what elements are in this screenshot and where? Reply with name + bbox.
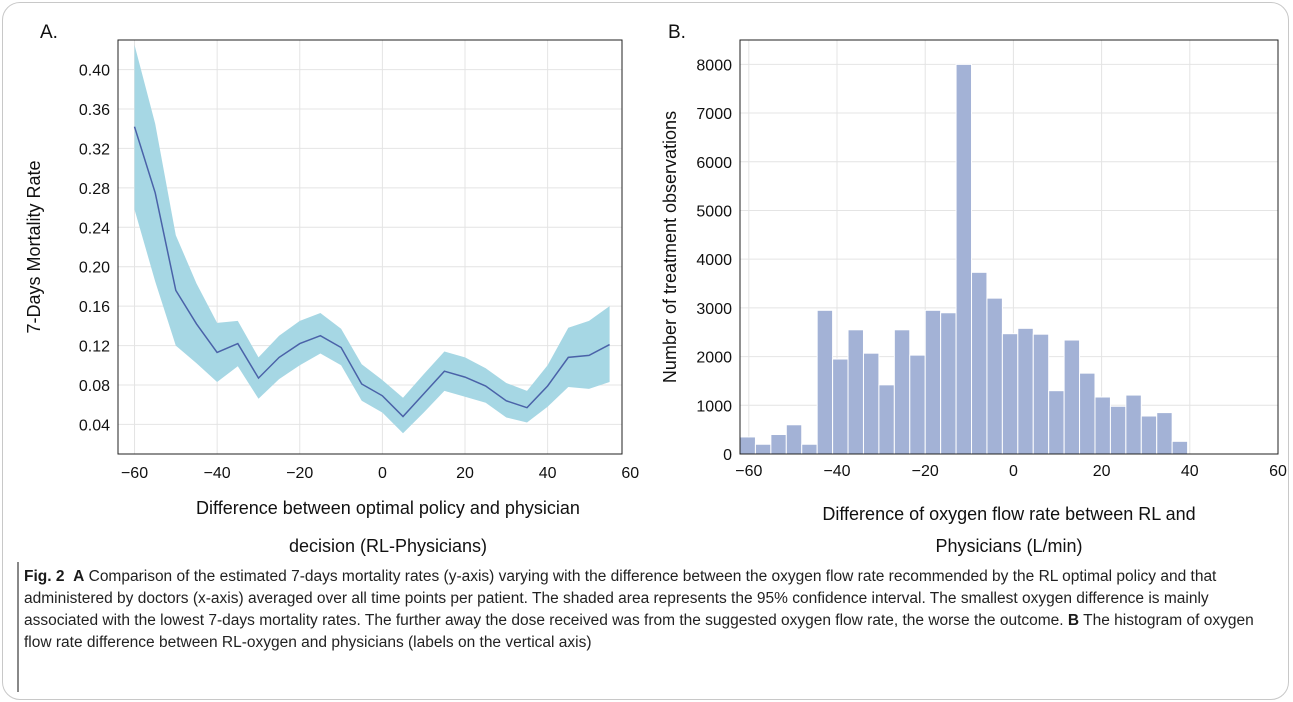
y-tick-label: 0.24 [79, 220, 110, 237]
y-tick-label: 0.40 [79, 63, 110, 80]
histogram-bar [801, 443, 818, 455]
x-tick-label: 40 [1181, 463, 1199, 480]
histogram-bar [1125, 394, 1142, 455]
x-tick-label: −60 [121, 465, 148, 482]
x-tick-label: −20 [286, 465, 313, 482]
x-tick-label: −20 [912, 463, 939, 480]
histogram-bar [770, 434, 787, 455]
histogram-bar [893, 329, 911, 455]
histogram-bar [1079, 372, 1096, 455]
histogram-bar [832, 358, 849, 455]
y-tick-label: 5000 [696, 203, 732, 220]
histogram-bar [847, 329, 864, 455]
x-axis-label: decision (RL-Physicians) [289, 536, 487, 556]
chart-a: −60 −40 −20 0 20 40 60 0.04 0.08 0.12 0.16 0.20 0.24… [24, 39, 639, 556]
histogram-bar [924, 309, 942, 455]
histogram-bar [739, 436, 756, 455]
histogram-bar [862, 352, 880, 455]
caption-rule [17, 562, 19, 692]
histogram-bar [754, 443, 772, 455]
histogram-bar [955, 63, 973, 455]
mortality-line [133, 126, 610, 418]
x-axis-label: Difference between optimal policy and ph… [196, 498, 580, 518]
histogram-bar [1171, 440, 1189, 455]
y-tick-label: 8000 [696, 57, 732, 74]
x-tick-label: 40 [539, 465, 557, 482]
x-tick-label: 0 [378, 465, 387, 482]
histogram-bar [816, 309, 834, 455]
y-tick-label: 0.28 [79, 181, 110, 198]
histogram-bar [1017, 327, 1034, 455]
histogram-bar [1140, 415, 1158, 455]
y-tick-label: 0 [723, 447, 732, 464]
histogram-bar [971, 271, 988, 455]
histogram-bar [785, 424, 803, 455]
x-tick-label: −40 [823, 463, 850, 480]
x-axis-label: Difference of oxygen flow rate between R… [822, 504, 1195, 524]
y-tick-label: 0.32 [79, 141, 110, 158]
x-tick-label: −40 [204, 465, 231, 482]
histogram-bar [1094, 396, 1111, 455]
y-tick-label: 2000 [696, 350, 732, 367]
histogram-bar [1032, 333, 1050, 455]
histogram-bar [909, 354, 926, 455]
plot-border [739, 39, 1279, 455]
histogram-bar [1001, 333, 1019, 455]
y-tick-label: 0.36 [79, 102, 110, 119]
histogram-bar [1063, 339, 1081, 455]
histogram-bar [1156, 412, 1173, 455]
y-tick-label: 0.08 [79, 378, 110, 395]
x-tick-label: 20 [456, 465, 474, 482]
caption-b-letter: B [1067, 612, 1080, 629]
caption-a-text: Comparison of the estimated 7-days morta… [24, 568, 1217, 629]
histogram-bar [1109, 405, 1127, 455]
y-tick-label: 0.04 [79, 417, 110, 434]
figure-caption: Fig. 2 A Comparison of the estimated 7-d… [24, 566, 1264, 654]
histogram-bar [940, 312, 957, 455]
histogram-bar [1048, 390, 1065, 455]
panel-b-letter: B. [668, 22, 686, 43]
y-tick-label: 0.20 [79, 260, 110, 277]
caption-fig-label: Fig. 2 [24, 568, 65, 585]
y-tick-label: 3000 [696, 301, 732, 318]
x-axis-label: Physicians (L/min) [935, 536, 1082, 556]
y-axis-label: 7-Days Mortality Rate [24, 160, 44, 333]
y-tick-label: 0.12 [79, 339, 110, 356]
caption-b-text: The histogram of oxygen flow rate differ… [24, 612, 1254, 651]
histogram-bar [878, 384, 895, 455]
x-tick-label: −60 [735, 463, 762, 480]
y-tick-label: 6000 [696, 155, 732, 172]
y-tick-label: 1000 [696, 398, 732, 415]
caption-a-letter: A [73, 568, 85, 585]
histogram-bar [986, 297, 1003, 455]
x-tick-label: 60 [621, 465, 639, 482]
y-axis-label: Number of treatment observations [660, 111, 680, 383]
panel-a-letter: A. [40, 22, 58, 43]
x-tick-label: 20 [1093, 463, 1111, 480]
x-tick-label: 60 [1269, 463, 1287, 480]
y-tick-label: 7000 [696, 106, 732, 123]
y-tick-label: 4000 [696, 252, 732, 269]
y-tick-label: 0.16 [79, 299, 110, 316]
plot-border [117, 39, 623, 455]
chart-b: −60 −40 −20 0 20 40 60 0 1000 2000 3000 4000 5000 600… [660, 39, 1287, 556]
x-tick-label: 0 [1009, 463, 1018, 480]
